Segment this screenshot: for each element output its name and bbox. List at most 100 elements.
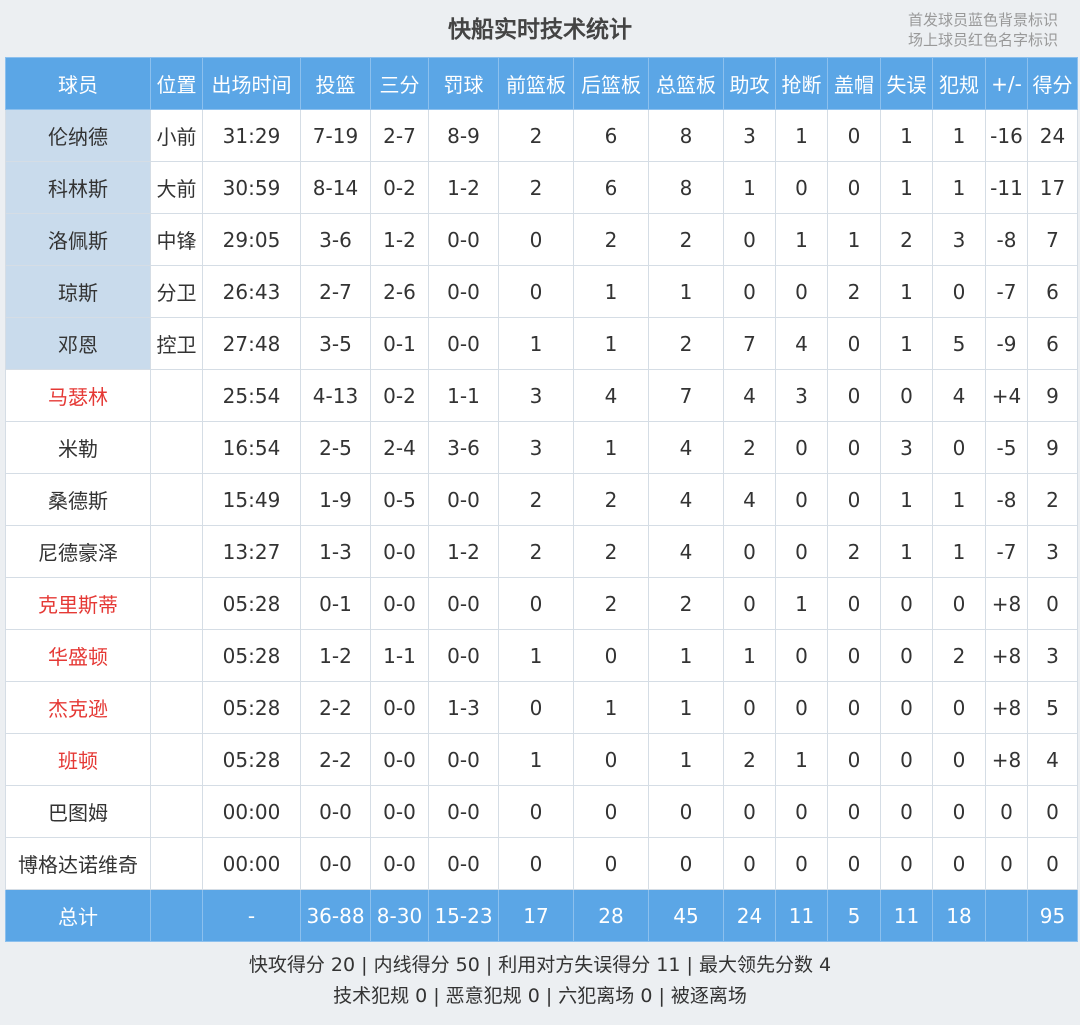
cell: 0 <box>880 733 933 786</box>
cell: 0 <box>985 785 1028 838</box>
cell: 13:27 <box>202 525 301 578</box>
cell: -8 <box>985 213 1028 266</box>
cell: 29:05 <box>202 213 301 266</box>
cell: 7 <box>723 317 776 370</box>
cell: -7 <box>985 265 1028 318</box>
cell: 1 <box>880 109 933 162</box>
cell: 0 <box>723 577 776 630</box>
legend-notes: 首发球员蓝色背景标识 场上球员红色名字标识 <box>908 10 1058 50</box>
cell: 2 <box>648 213 724 266</box>
cell: 0-0 <box>428 577 499 630</box>
cell: 1 <box>573 681 649 734</box>
cell: 0 <box>880 837 933 890</box>
cell: 0-0 <box>428 785 499 838</box>
cell: 8-14 <box>300 161 371 214</box>
cell: 2-7 <box>370 109 429 162</box>
cell: 1 <box>498 733 574 786</box>
cell: 24 <box>723 889 776 942</box>
cell: 5 <box>827 889 881 942</box>
cell: +8 <box>985 733 1028 786</box>
cell: 0-1 <box>370 317 429 370</box>
cell: 0-0 <box>370 837 429 890</box>
cell: 邓恩 <box>5 317 151 370</box>
cell: 0 <box>573 629 649 682</box>
cell: 0 <box>648 837 724 890</box>
player-row: 桑德斯 15:49 1-9 0-5 0-0 2 2 4 4 0 0 1 1 -8 2 <box>5 473 1078 526</box>
cell: 0 <box>827 421 881 474</box>
cell: 0-0 <box>370 577 429 630</box>
cell: 0 <box>827 785 881 838</box>
cell: 0-0 <box>428 837 499 890</box>
cell: 2 <box>498 525 574 578</box>
cell: 0 <box>880 785 933 838</box>
cell: 0-0 <box>300 785 371 838</box>
player-row: 尼德豪泽 13:27 1-3 0-0 1-2 2 2 4 0 0 2 1 1 -7 3 <box>5 525 1078 578</box>
cell: 26:43 <box>202 265 301 318</box>
cell: 1 <box>573 265 649 318</box>
cell: +4 <box>985 369 1028 422</box>
player-row: 巴图姆 00:00 0-0 0-0 0-0 0 0 0 0 0 0 0 0 0 0 <box>5 785 1078 838</box>
cell: 7 <box>648 369 724 422</box>
cell: 8 <box>648 109 724 162</box>
cell: - <box>202 889 301 942</box>
cell: 失误 <box>880 57 933 110</box>
cell: 控卫 <box>150 317 203 370</box>
cell: 米勒 <box>5 421 151 474</box>
cell: 5 <box>1027 681 1078 734</box>
cell: 0-0 <box>370 733 429 786</box>
cell: 8-30 <box>370 889 429 942</box>
cell: 0 <box>827 629 881 682</box>
cell: 助攻 <box>723 57 776 110</box>
player-row: 杰克逊 05:28 2-2 0-0 1-3 0 1 1 0 0 0 0 0 +8 5 <box>5 681 1078 734</box>
cell: 尼德豪泽 <box>5 525 151 578</box>
cell: 05:28 <box>202 577 301 630</box>
cell: 9 <box>1027 421 1078 474</box>
cell: 1 <box>498 629 574 682</box>
cell: 0 <box>723 525 776 578</box>
cell: 2 <box>1027 473 1078 526</box>
footer-line: 快攻得分 20 | 内线得分 50 | 利用对方失误得分 11 | 最大领先分数… <box>248 954 832 976</box>
cell: -9 <box>985 317 1028 370</box>
cell: 罚球 <box>428 57 499 110</box>
cell: 1 <box>775 733 828 786</box>
cell: 0 <box>827 161 881 214</box>
cell: 0 <box>827 837 881 890</box>
cell <box>985 889 1028 942</box>
cell: 05:28 <box>202 629 301 682</box>
cell: 投篮 <box>300 57 371 110</box>
player-row: 伦纳德 小前 31:29 7-19 2-7 8-9 2 6 8 3 1 0 1 1 -16 24 <box>5 109 1078 162</box>
cell: 0 <box>498 577 574 630</box>
cell: 1 <box>498 317 574 370</box>
cell: 克里斯蒂 <box>5 577 151 630</box>
cell: 3-6 <box>300 213 371 266</box>
player-row: 博格达诺维奇 00:00 0-0 0-0 0-0 0 0 0 0 0 0 0 0 0 0 <box>5 837 1078 890</box>
cell: 3-6 <box>428 421 499 474</box>
cell: 3-5 <box>300 317 371 370</box>
cell: 犯规 <box>932 57 986 110</box>
cell: +8 <box>985 577 1028 630</box>
cell <box>150 837 203 890</box>
cell: 0 <box>827 473 881 526</box>
player-row: 班顿 05:28 2-2 0-0 0-0 1 0 1 2 1 0 0 0 +8 4 <box>5 733 1078 786</box>
cell: 华盛顿 <box>5 629 151 682</box>
footer-line: 技术犯规 0 | 恶意犯规 0 | 六犯离场 0 | 被逐离场 <box>333 985 747 1007</box>
cell: 0 <box>827 109 881 162</box>
cell: 1-1 <box>428 369 499 422</box>
cell: 2 <box>827 525 881 578</box>
cell: 马瑟林 <box>5 369 151 422</box>
cell: 0 <box>827 681 881 734</box>
cell: 0 <box>723 785 776 838</box>
cell: 28 <box>573 889 649 942</box>
cell: 0 <box>932 785 986 838</box>
title: 快船实时技术统计 <box>448 17 632 43</box>
cell: 1 <box>775 577 828 630</box>
cell: 1-2 <box>428 525 499 578</box>
cell: 1 <box>880 525 933 578</box>
player-row: 克里斯蒂 05:28 0-1 0-0 0-0 0 2 2 0 1 0 0 0 +8 0 <box>5 577 1078 630</box>
cell: 博格达诺维奇 <box>5 837 151 890</box>
player-row: 华盛顿 05:28 1-2 1-1 0-0 1 0 1 1 0 0 0 2 +8 3 <box>5 629 1078 682</box>
cell: 0 <box>723 213 776 266</box>
cell: -5 <box>985 421 1028 474</box>
cell: 0 <box>880 681 933 734</box>
cell: 0 <box>573 733 649 786</box>
